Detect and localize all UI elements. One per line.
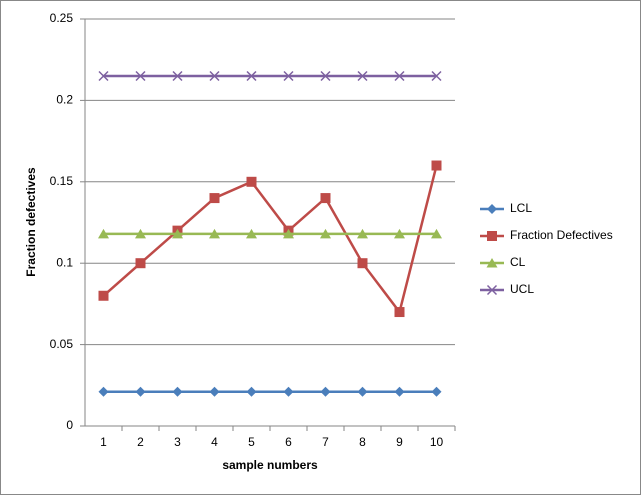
data-point [246, 70, 257, 82]
data-point [394, 70, 405, 82]
x-tick-label: 4 [211, 435, 218, 449]
x-tick-label: 8 [359, 435, 366, 449]
x-tick-label: 7 [322, 435, 329, 449]
data-point [431, 228, 442, 239]
data-point [283, 386, 294, 397]
data-point [394, 386, 405, 397]
data-point [246, 386, 257, 397]
data-point [394, 307, 405, 318]
legend-marker [486, 284, 498, 296]
data-point [172, 228, 183, 239]
legend-marker [487, 231, 497, 241]
data-point [98, 228, 109, 239]
data-point [431, 160, 442, 171]
legend-label: Fraction Defectives [510, 228, 613, 242]
series-line [102, 165, 438, 315]
x-tick-label: 2 [137, 435, 144, 449]
y-tick-label: 0.05 [50, 337, 74, 351]
data-point [431, 70, 442, 82]
data-point [98, 290, 109, 301]
x-tick-label: 3 [174, 435, 181, 449]
data-point [135, 70, 146, 82]
data-point [135, 258, 146, 269]
data-point [246, 176, 257, 187]
x-tick-label: 10 [430, 435, 444, 449]
data-point [357, 70, 368, 82]
x-tick-label: 1 [100, 435, 107, 449]
data-point [357, 258, 368, 269]
data-point [135, 386, 146, 397]
legend-label: LCL [510, 201, 532, 215]
y-tick-label: 0.2 [56, 93, 73, 107]
data-point [394, 228, 405, 239]
data-point [172, 386, 183, 397]
data-point [357, 386, 368, 397]
data-point [431, 386, 442, 397]
data-point [172, 70, 183, 82]
x-axis-title: sample numbers [222, 458, 318, 472]
x-tick-label: 9 [396, 435, 403, 449]
legend-marker [486, 258, 498, 268]
data-point [135, 228, 146, 239]
data-point [320, 70, 331, 82]
legend-label: CL [510, 255, 526, 269]
data-point [209, 228, 220, 239]
y-tick-label: 0.25 [50, 11, 74, 25]
legend-marker [487, 204, 497, 214]
data-point [246, 228, 257, 239]
y-tick-label: 0 [66, 418, 73, 432]
x-tick-label: 5 [248, 435, 255, 449]
data-point [283, 228, 294, 239]
y-tick-label: 0.15 [50, 174, 74, 188]
data-point [357, 228, 368, 239]
data-point [209, 386, 220, 397]
y-tick-label: 0.1 [56, 255, 73, 269]
data-point [209, 70, 220, 82]
data-point [320, 228, 331, 239]
data-point [320, 193, 331, 204]
x-tick-label: 6 [285, 435, 292, 449]
data-point [98, 386, 109, 397]
data-point [283, 70, 294, 82]
data-point [98, 70, 109, 82]
y-axis-title: Fraction defectives [24, 167, 38, 277]
data-point [209, 193, 220, 204]
legend-label: UCL [510, 282, 534, 296]
data-point [320, 386, 331, 397]
